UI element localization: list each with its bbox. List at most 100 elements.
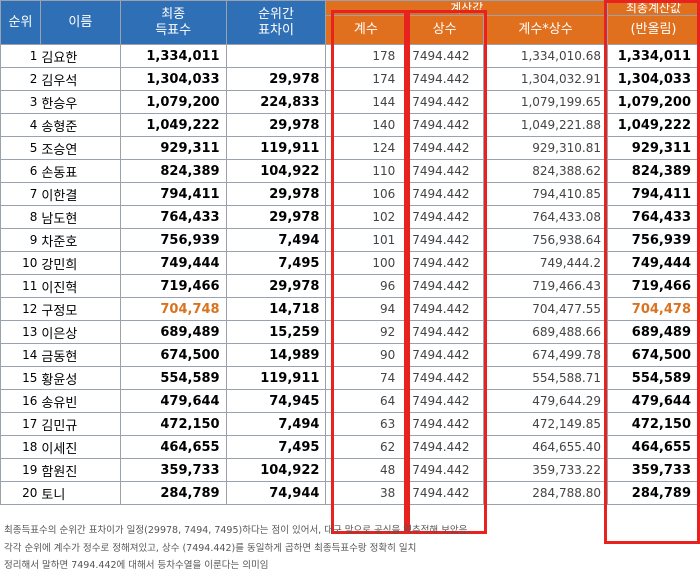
diff-cell: 224,833 xyxy=(225,90,327,114)
diff-cell: 29,978 xyxy=(225,274,327,298)
votes-cell: 284,789 xyxy=(119,481,227,505)
coef-cell: 110 xyxy=(325,159,407,183)
product-cell: 749,444.2 xyxy=(483,251,608,275)
coef-cell: 38 xyxy=(325,481,407,505)
note-line-3: 정리해서 말하면 7494.442에 대해서 등차수열을 이룬다는 의미임 xyxy=(4,560,269,571)
name-cell: 김민규 xyxy=(40,412,121,436)
header-diff: 순위간 표차이 xyxy=(225,0,327,45)
final-cell: 794,411 xyxy=(606,182,700,206)
rank-cell: 12 xyxy=(0,297,41,321)
product-cell: 764,433.08 xyxy=(483,205,608,229)
product-cell: 794,410.85 xyxy=(483,182,608,206)
name-cell: 토니 xyxy=(40,481,121,505)
final-cell: 554,589 xyxy=(606,366,700,390)
votes-cell: 1,079,200 xyxy=(119,90,227,114)
table-row: 15 황윤성 554,589 119,911 74 7494.442 554,588.71 5… xyxy=(0,366,700,390)
coef-cell: 174 xyxy=(325,67,407,91)
diff-cell: 29,978 xyxy=(225,205,327,229)
header-votes: 최종 득표수 xyxy=(119,0,227,45)
rank-cell: 2 xyxy=(0,67,41,91)
rank-cell: 17 xyxy=(0,412,41,436)
table-row: 7 이한결 794,411 29,978 106 7494.442 794,410.85 79… xyxy=(0,182,700,206)
rank-cell: 14 xyxy=(0,343,41,367)
final-cell: 719,466 xyxy=(606,274,700,298)
votes-cell: 764,433 xyxy=(119,205,227,229)
const-cell: 7494.442 xyxy=(405,366,485,390)
rank-cell: 20 xyxy=(0,481,41,505)
product-cell: 284,788.80 xyxy=(483,481,608,505)
const-cell: 7494.442 xyxy=(405,274,485,298)
note-line-1: 최종득표수의 순위간 표차이가 일정(29978, 7494, 7495)하다는… xyxy=(4,525,471,536)
name-cell: 송유빈 xyxy=(40,389,121,413)
final-cell: 824,389 xyxy=(606,159,700,183)
votes-cell: 824,389 xyxy=(119,159,227,183)
diff-cell: 7,494 xyxy=(225,228,327,252)
table-row: 20 토니 284,789 74,944 38 7494.442 284,788.80 284… xyxy=(0,481,700,505)
header-calc-group: 계산값 xyxy=(325,0,608,16)
const-cell: 7494.442 xyxy=(405,113,485,137)
votes-cell: 689,489 xyxy=(119,320,227,344)
table-row: 8 남도현 764,433 29,978 102 7494.442 764,433.08 76… xyxy=(0,205,700,229)
diff-cell: 104,922 xyxy=(225,159,327,183)
name-cell: 이한결 xyxy=(40,182,121,206)
product-cell: 472,149.85 xyxy=(483,412,608,436)
rank-cell: 19 xyxy=(0,458,41,482)
const-cell: 7494.442 xyxy=(405,435,485,459)
final-cell: 479,644 xyxy=(606,389,700,413)
rank-cell: 10 xyxy=(0,251,41,275)
diff-cell: 7,494 xyxy=(225,412,327,436)
header-coef: 계수 xyxy=(325,15,407,45)
product-cell: 929,310.81 xyxy=(483,136,608,160)
votes-cell: 359,733 xyxy=(119,458,227,482)
name-cell: 송형준 xyxy=(40,113,121,137)
rank-cell: 18 xyxy=(0,435,41,459)
rank-cell: 8 xyxy=(0,205,41,229)
const-cell: 7494.442 xyxy=(405,389,485,413)
final-cell: 704,478 xyxy=(606,297,700,321)
coef-cell: 144 xyxy=(325,90,407,114)
diff-cell: 14,718 xyxy=(225,297,327,321)
name-cell: 남도현 xyxy=(40,205,121,229)
table-row: 4 송형준 1,049,222 29,978 140 7494.442 1,049,221.… xyxy=(0,113,700,137)
votes-cell: 929,311 xyxy=(119,136,227,160)
diff-cell: 119,911 xyxy=(225,366,327,390)
name-cell: 차준호 xyxy=(40,228,121,252)
diff-cell: 29,978 xyxy=(225,182,327,206)
final-cell: 689,489 xyxy=(606,320,700,344)
diff-cell: 7,495 xyxy=(225,435,327,459)
header-prod: 계수*상수 xyxy=(483,15,608,45)
name-cell: 이은상 xyxy=(40,320,121,344)
coef-cell: 124 xyxy=(325,136,407,160)
const-cell: 7494.442 xyxy=(405,251,485,275)
final-cell: 756,939 xyxy=(606,228,700,252)
note-line-2: 각각 순위에 계수가 정수로 정해져있고, 상수 (7494.442)를 동일하… xyxy=(4,543,417,554)
name-cell: 구정모 xyxy=(40,297,121,321)
table-header: 순위 이름 최종 득표수 순위간 표차이 계산값 최종계산값 계수 상수 계수*상수… xyxy=(0,0,700,45)
table-row: 19 함원진 359,733 104,922 48 7494.442 359,733.22 3… xyxy=(0,458,700,482)
header-final-line2: (반올림) xyxy=(606,15,700,45)
table-row: 1 김요한 1,334,011 178 7494.442 1,334,010.68 1,33… xyxy=(0,44,700,68)
const-cell: 7494.442 xyxy=(405,297,485,321)
coef-cell: 90 xyxy=(325,343,407,367)
rank-cell: 11 xyxy=(0,274,41,298)
final-cell: 929,311 xyxy=(606,136,700,160)
diff-cell: 29,978 xyxy=(225,113,327,137)
header-rank: 순위 xyxy=(0,0,41,45)
coef-cell: 63 xyxy=(325,412,407,436)
votes-cell: 704,748 xyxy=(119,297,227,321)
table-row: 17 김민규 472,150 7,494 63 7494.442 472,149.85 472… xyxy=(0,412,700,436)
name-cell: 이진혁 xyxy=(40,274,121,298)
name-cell: 강민희 xyxy=(40,251,121,275)
table-row: 11 이진혁 719,466 29,978 96 7494.442 719,466.43 71… xyxy=(0,274,700,298)
table-row: 18 이세진 464,655 7,495 62 7494.442 464,655.40 464… xyxy=(0,435,700,459)
name-cell: 조승연 xyxy=(40,136,121,160)
rank-cell: 3 xyxy=(0,90,41,114)
final-cell: 764,433 xyxy=(606,205,700,229)
coef-cell: 48 xyxy=(325,458,407,482)
final-cell: 674,500 xyxy=(606,343,700,367)
const-cell: 7494.442 xyxy=(405,481,485,505)
product-cell: 359,733.22 xyxy=(483,458,608,482)
name-cell: 손동표 xyxy=(40,159,121,183)
const-cell: 7494.442 xyxy=(405,205,485,229)
product-cell: 554,588.71 xyxy=(483,366,608,390)
